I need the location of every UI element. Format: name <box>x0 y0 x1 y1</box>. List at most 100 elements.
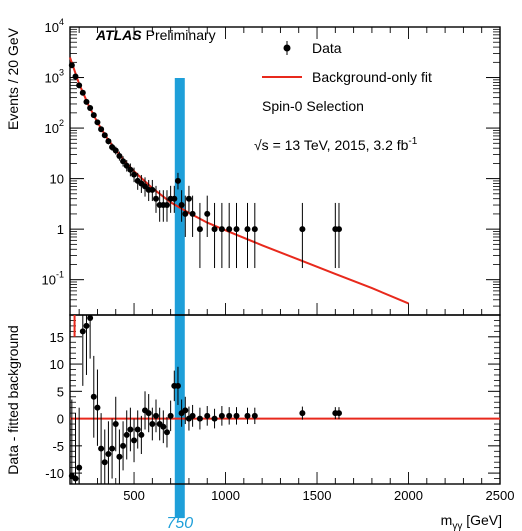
main-y-tick-exp: 3 <box>59 68 64 78</box>
residual-point <box>196 415 203 422</box>
data-point <box>72 73 79 80</box>
residual-y-axis: 15 10 5 0 -5 -10 <box>45 320 500 481</box>
main-fit-layer <box>69 57 409 305</box>
residual-y-tick-label: -10 <box>45 466 64 481</box>
residual-point <box>127 426 134 433</box>
data-point <box>68 62 75 69</box>
residual-point <box>251 412 258 419</box>
energy-annotation-sup: -1 <box>408 136 417 147</box>
data-point <box>79 89 86 96</box>
background-fit-curve <box>69 57 409 305</box>
data-point <box>233 226 240 233</box>
residual-point <box>174 382 181 389</box>
residual-x-tick-label: 1000 <box>211 488 240 503</box>
data-point <box>163 202 170 209</box>
data-point <box>189 210 196 217</box>
residual-point <box>167 412 174 419</box>
legend-data-label: Data <box>312 40 342 56</box>
residual-x-tick-label: 1500 <box>303 488 332 503</box>
residual-fit-layer <box>70 315 500 420</box>
residual-x-tick-label: 2000 <box>394 488 423 503</box>
main-y-tick-exp: 2 <box>59 118 64 128</box>
residual-point <box>218 412 225 419</box>
main-y-tick-label: 103 <box>45 68 64 86</box>
residual-y-tick-label: 0 <box>57 412 64 427</box>
data-point <box>299 226 306 233</box>
residual-point <box>226 412 233 419</box>
main-y-tick-label: 102 <box>45 118 64 136</box>
x-axis-label-sub: γγ <box>452 521 462 531</box>
residual-y-tick-label: 15 <box>50 330 64 345</box>
residual-x-tick-label: 500 <box>123 488 145 503</box>
residual-point <box>182 407 189 414</box>
residual-point <box>189 412 196 419</box>
main-data-layer <box>68 62 342 269</box>
main-y-tick-exp: 4 <box>59 17 64 27</box>
residual-point <box>244 412 251 419</box>
main-y-tick-base: 10 <box>45 20 59 35</box>
residual-point <box>87 315 94 321</box>
data-point <box>171 195 178 202</box>
residual-point <box>105 451 112 458</box>
data-point <box>87 104 94 111</box>
data-point <box>127 166 134 173</box>
residual-y-tick-label: -5 <box>52 439 64 454</box>
residual-point <box>299 410 306 417</box>
residual-x-tick-label: 2500 <box>486 488 515 503</box>
main-y-tick-label: 10-1 <box>42 270 64 288</box>
residual-point <box>149 421 156 428</box>
data-point <box>90 112 97 119</box>
x-axis-label-base: m <box>441 512 453 528</box>
data-point <box>251 226 258 233</box>
atlas-word: ATLAS <box>95 27 142 43</box>
main-y-tick-base: 10 <box>45 121 59 136</box>
data-point <box>335 226 342 233</box>
main-y-tick-exp: -1 <box>56 270 64 280</box>
residual-point <box>163 429 170 436</box>
highlight-label-750: 750 <box>166 515 193 531</box>
legend: Data Background-only fit <box>262 40 432 85</box>
residual-point <box>233 412 240 419</box>
data-point <box>94 119 101 126</box>
residual-point <box>90 393 97 400</box>
atlas-label: ATLAS Preliminary <box>95 27 216 43</box>
data-point <box>98 126 105 133</box>
main-y-tick-base: 10 <box>45 71 59 86</box>
data-point <box>174 177 181 184</box>
data-point <box>182 210 189 217</box>
data-point <box>112 147 119 154</box>
residual-point <box>101 459 108 466</box>
main-y-axis-label: Events / 20 GeV <box>5 27 21 130</box>
data-point <box>185 195 192 202</box>
data-point <box>218 226 225 233</box>
residual-y-tick-label: 10 <box>50 357 64 372</box>
residual-point <box>72 475 79 482</box>
residual-plot-frame <box>69 314 501 485</box>
residual-y-tick-label: 5 <box>57 384 64 399</box>
data-point <box>105 138 112 145</box>
residual-point <box>109 445 116 452</box>
main-y-tick-base: 1 <box>57 222 64 237</box>
energy-annotation: √s = 13 TeV, 2015, 3.2 fb-1 <box>254 136 418 153</box>
residual-point <box>120 442 127 449</box>
data-point <box>196 226 203 233</box>
residual-point <box>116 453 123 460</box>
data-point <box>178 202 185 209</box>
data-point <box>244 226 251 233</box>
residual-point <box>131 437 138 444</box>
main-x-ticks <box>78 27 501 315</box>
residual-point <box>145 410 152 417</box>
residual-point <box>153 412 159 419</box>
main-y-tick-base: 10 <box>42 273 56 288</box>
residual-point <box>112 421 119 428</box>
residual-point <box>335 410 342 417</box>
residual-y-axis-label: Data - fitted background <box>5 325 21 474</box>
data-point <box>123 162 130 169</box>
residual-point <box>204 412 211 419</box>
residual-point <box>211 415 218 422</box>
data-point <box>120 158 127 165</box>
residual-point <box>94 404 101 411</box>
residual-data-layer <box>68 315 342 484</box>
